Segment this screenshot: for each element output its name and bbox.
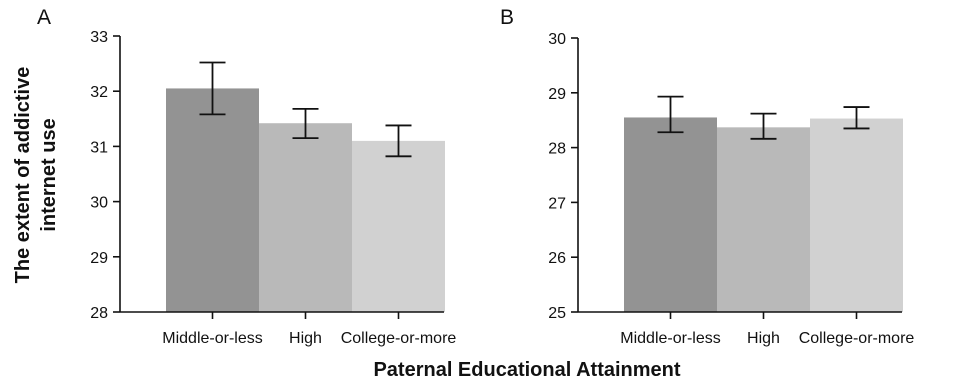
y-axis-title-line1: The extent of addictive [12, 67, 34, 284]
y-tick-label-b: 26 [548, 250, 566, 267]
bar-b-1 [624, 117, 717, 313]
x-tick-label-a: Middle-or-less [162, 330, 262, 347]
x-tick-label-b: Middle-or-less [620, 330, 720, 347]
bar-b-2 [717, 127, 810, 312]
y-tick-label-b: 27 [548, 195, 566, 212]
y-tick-label-a: 28 [90, 305, 108, 322]
bar-a-3 [352, 140, 445, 312]
panel-a: A 28 29 30 31 32 33 Middle-or-less High College-o… [37, 6, 456, 347]
error-bar-b-3 [843, 106, 870, 130]
y-tick-label-b: 25 [548, 305, 566, 322]
y-tick-label-a: 32 [90, 84, 108, 101]
x-tick-label-b: High [747, 330, 780, 347]
y-axis-title-line2: internet use [38, 118, 60, 231]
error-bar-a-1 [199, 61, 226, 116]
bar-a-1 [166, 88, 259, 312]
x-tick-label-a: College-or-more [341, 330, 457, 347]
panel-b: B 25 26 27 28 29 30 Middle-or-less High College-o… [500, 6, 914, 347]
panel-letter-a: A [37, 6, 51, 29]
bar-b-3 [810, 118, 903, 312]
y-tick-label-a: 29 [90, 250, 108, 267]
x-axis-title: Paternal Educational Attainment [373, 359, 680, 381]
x-tick-label-a: High [289, 330, 322, 347]
bar-a-2 [259, 123, 352, 312]
y-tick-label-b: 28 [548, 141, 566, 158]
error-bar-b-1 [657, 95, 684, 134]
error-bar-a-3 [385, 124, 412, 158]
y-tick-label-a: 33 [90, 29, 108, 46]
error-bar-b-2 [750, 112, 777, 140]
y-tick-label-a: 31 [90, 139, 108, 156]
error-bar-a-2 [292, 107, 319, 140]
y-tick-label-b: 30 [548, 31, 566, 48]
x-tick-label-b: College-or-more [799, 330, 915, 347]
y-tick-label-b: 29 [548, 86, 566, 103]
y-tick-label-a: 30 [90, 195, 108, 212]
panel-letter-b: B [500, 6, 514, 29]
